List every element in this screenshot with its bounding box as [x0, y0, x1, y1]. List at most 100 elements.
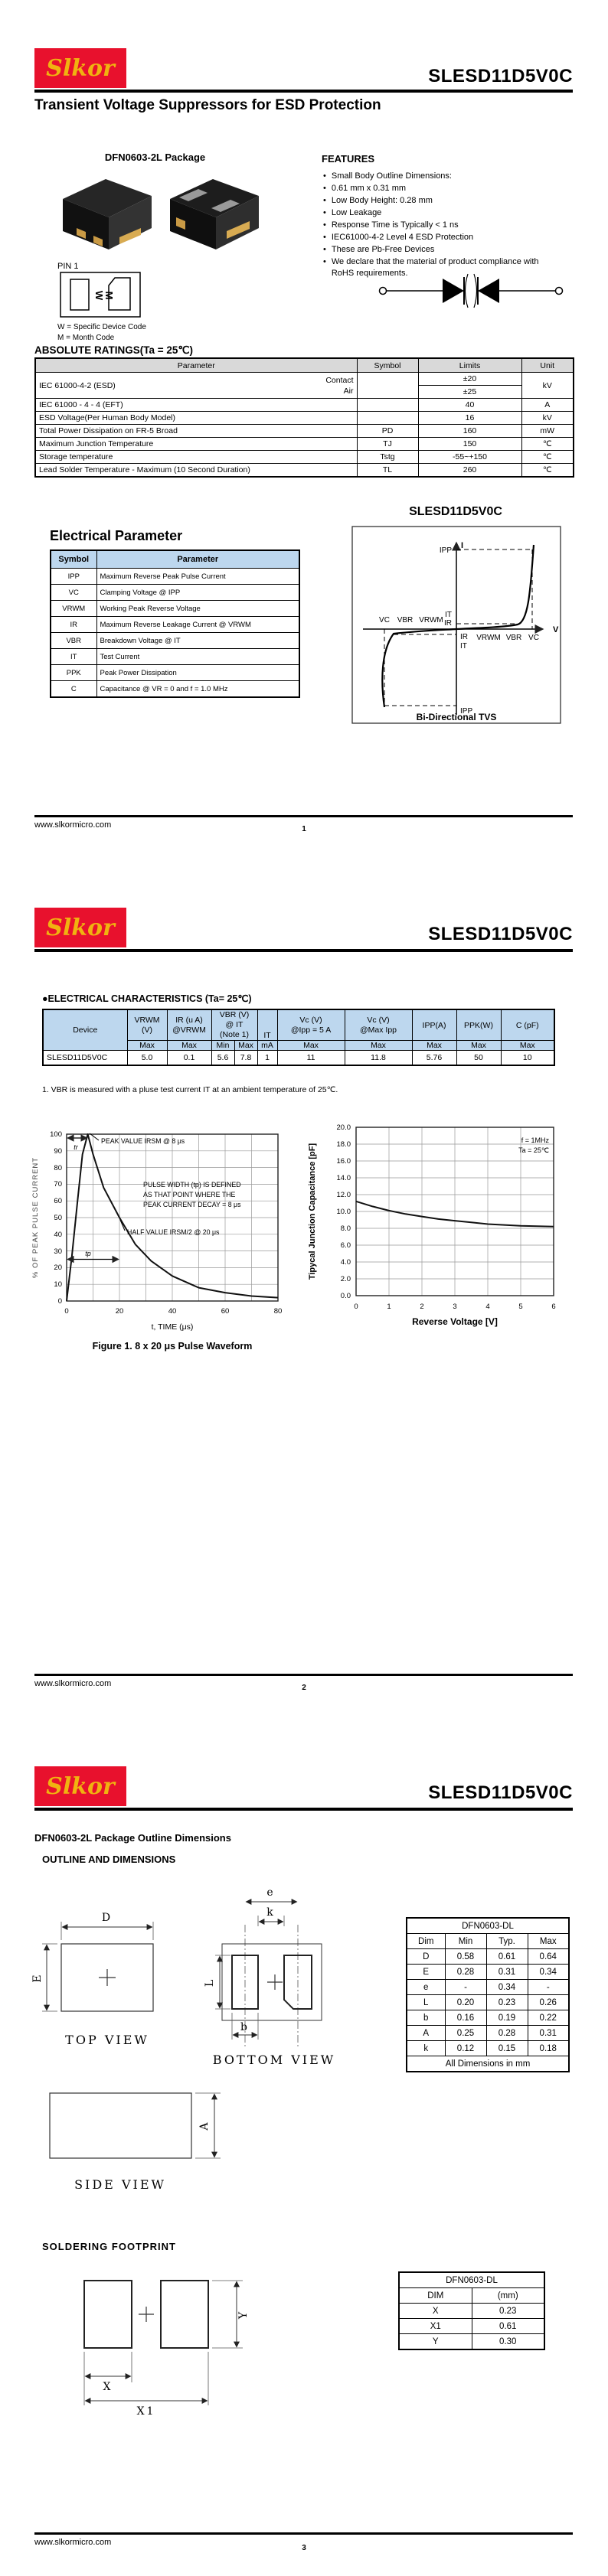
tp-label: tp	[85, 1250, 91, 1257]
dim-D: D	[102, 1912, 113, 1924]
table-row: C Capacitance @ VR = 0 and f = 1.0 MHz	[50, 680, 300, 698]
x-tick: 0	[64, 1307, 68, 1316]
table-header-row: Parameter Symbol Limits Unit	[34, 357, 574, 373]
table-row: ESD Voltage(Per Human Body Model) 16 kV	[34, 411, 574, 425]
capacitance-chart: f = 1MHz Ta = 25℃ 20.0 18.0 16.0 14.0 12…	[308, 1123, 556, 1327]
table-title-row: DFN0603-DL	[398, 2271, 545, 2288]
x-tick: 80	[274, 1307, 283, 1316]
bottom-view-drawing: e k L b BOTTOM VIEW	[204, 1886, 333, 2067]
pulse-curve	[66, 1133, 279, 1302]
footprint-pad-right	[160, 2280, 209, 2349]
x-tick: 4	[485, 1303, 489, 1311]
table-header-row: DIM (mm)	[398, 2287, 545, 2304]
half-annotation: HALF VALUE IRSM/2 @ 20 μs	[127, 1228, 220, 1236]
chip1-top	[63, 179, 152, 217]
legend-frequency: f = 1MHz	[521, 1136, 550, 1144]
y-tick: 6.0	[341, 1241, 351, 1250]
chip2-top	[170, 179, 259, 217]
dim-X: X	[103, 2381, 113, 2393]
feature-item: Low Body Height: 0.28 mm	[322, 195, 578, 207]
y-axis-label: Tipycal Junction Capacitance [pF]	[308, 1143, 317, 1280]
diode-left	[443, 279, 464, 303]
pw-annotation-1: PULSE WIDTH (tp) IS DEFINED	[143, 1181, 241, 1189]
y-tick: 0	[58, 1297, 62, 1306]
footer-rule	[34, 815, 573, 817]
x-tick: 40	[168, 1307, 177, 1316]
y-tick: 0.0	[341, 1292, 351, 1300]
table-row: Maximum Junction Temperature TJ 150 ℃	[34, 437, 574, 451]
table-row: VRWM Working Peak Reverse Voltage	[50, 600, 300, 617]
x-tick: 6	[551, 1303, 555, 1311]
tr-label: tr	[74, 1143, 79, 1151]
pw-annotation-2: AS THAT POINT WHERE THE	[143, 1191, 236, 1198]
table-row: Total Power Dissipation on FR-5 Broad PD 1…	[34, 424, 574, 438]
capacitance-curve	[355, 1200, 554, 1228]
iv-curve-graph: V I IPP IT IR VC VBR VRWM IR IT VRWM VBR…	[351, 526, 561, 724]
marking-w: W	[93, 291, 105, 301]
iv-graph-title: SLESD11D5V0C	[409, 505, 502, 518]
ipp-label-bottom: IPP	[460, 707, 472, 716]
page-title: SLESD11D5V0C	[428, 66, 573, 86]
y-tick: 16.0	[337, 1157, 351, 1166]
dim-L: L	[204, 1978, 216, 1987]
y-tick: 90	[54, 1147, 62, 1156]
marking-m: M	[103, 292, 115, 300]
elec-param-title: Electrical Parameter	[50, 528, 183, 543]
x-axis-label: t, TIME (μs)	[152, 1322, 194, 1332]
y-tick: 100	[50, 1130, 62, 1139]
vbr-label-right: VBR	[506, 634, 522, 642]
vc-label-right: VC	[528, 634, 539, 642]
footer-website: www.slkormicro.com	[34, 2538, 112, 2547]
diode-right	[478, 279, 499, 303]
marking-pad-left	[70, 279, 90, 311]
side-view-label: SIDE VIEW	[74, 2177, 166, 2192]
ec-note: 1. VBR is measured with a pluse test cur…	[42, 1085, 338, 1094]
soldering-title: SOLDERING FOOTPRINT	[42, 2241, 176, 2252]
feature-item: Low Leakage	[322, 207, 578, 219]
feature-item: These are Pb-Free Devices	[322, 244, 578, 256]
marking-legend-m: M = Month Code	[57, 334, 115, 342]
table-row: IEC 61000 - 4 - 4 (EFT) 40 A	[34, 398, 574, 412]
footer-website: www.slkormicro.com	[34, 820, 112, 830]
package-title: DFN0603-2L Package	[104, 152, 206, 163]
feature-item: 0.61 mm x 0.31 mm	[322, 183, 578, 194]
table-row: IR Maximum Reverse Leakage Current @ VRWM	[50, 616, 300, 633]
tvs-diode-symbol	[378, 273, 564, 308]
x-tick: 5	[518, 1303, 522, 1311]
table-row: Y 0.30	[398, 2333, 545, 2350]
y-tick: 70	[54, 1180, 62, 1189]
table-row: VC Clamping Voltage @ IPP	[50, 584, 300, 601]
doc-subtitle: Transient Voltage Suppressors for ESD Pr…	[34, 97, 381, 113]
y-tick: 18.0	[337, 1140, 351, 1149]
feature-item: Response Time is Typically < 1 ns	[322, 220, 578, 231]
table-row: X 0.23	[398, 2303, 545, 2319]
feature-item: We declare that the material of product …	[322, 256, 578, 279]
pad-left	[231, 1955, 259, 2010]
side-view-drawing: A SIDE VIEW	[49, 2092, 221, 2192]
soldering-footprint-drawing: Y X X1	[83, 2280, 250, 2418]
x-tick: 3	[453, 1303, 456, 1311]
ipp-label-top: IPP	[440, 546, 452, 555]
y-tick: 10	[54, 1280, 62, 1289]
header-rule	[34, 90, 573, 93]
footer-rule	[34, 1674, 573, 1676]
elec-param-table: Symbol Parameter IPP Maximum Reverse Peak…	[50, 549, 300, 698]
brand-logo-text: Slkor	[46, 54, 115, 82]
x-tick: 60	[221, 1307, 230, 1316]
top-view-body	[60, 1943, 154, 2012]
table-data-row: SLESD11D5V0C 5.0 0.1 5.6 7.8 1 11 11.8 5…	[42, 1050, 555, 1066]
page-number: 3	[302, 2544, 306, 2552]
vrwm-label-left: VRWM	[419, 616, 443, 624]
outline-title: DFN0603-2L Package Outline Dimensions	[34, 1832, 231, 1844]
dim-X1: X1	[137, 2405, 156, 2418]
ec-title: ●ELECTRICAL CHARACTERISTICS (Ta= 25℃)	[42, 993, 252, 1004]
pw-annotation-3: PEAK CURRENT DECAY = 8 μs	[143, 1201, 241, 1208]
y-tick: 30	[54, 1247, 62, 1256]
table-row: A 0.25 0.28 0.31	[406, 2025, 570, 2041]
table-subheader-row: Max Max Min Max mA Max Max Max Max Max	[43, 1040, 555, 1051]
plot-border	[355, 1127, 554, 1296]
plot-border	[66, 1133, 279, 1302]
footer-rule	[34, 2532, 573, 2535]
vrwm-label-right: VRWM	[476, 634, 500, 642]
